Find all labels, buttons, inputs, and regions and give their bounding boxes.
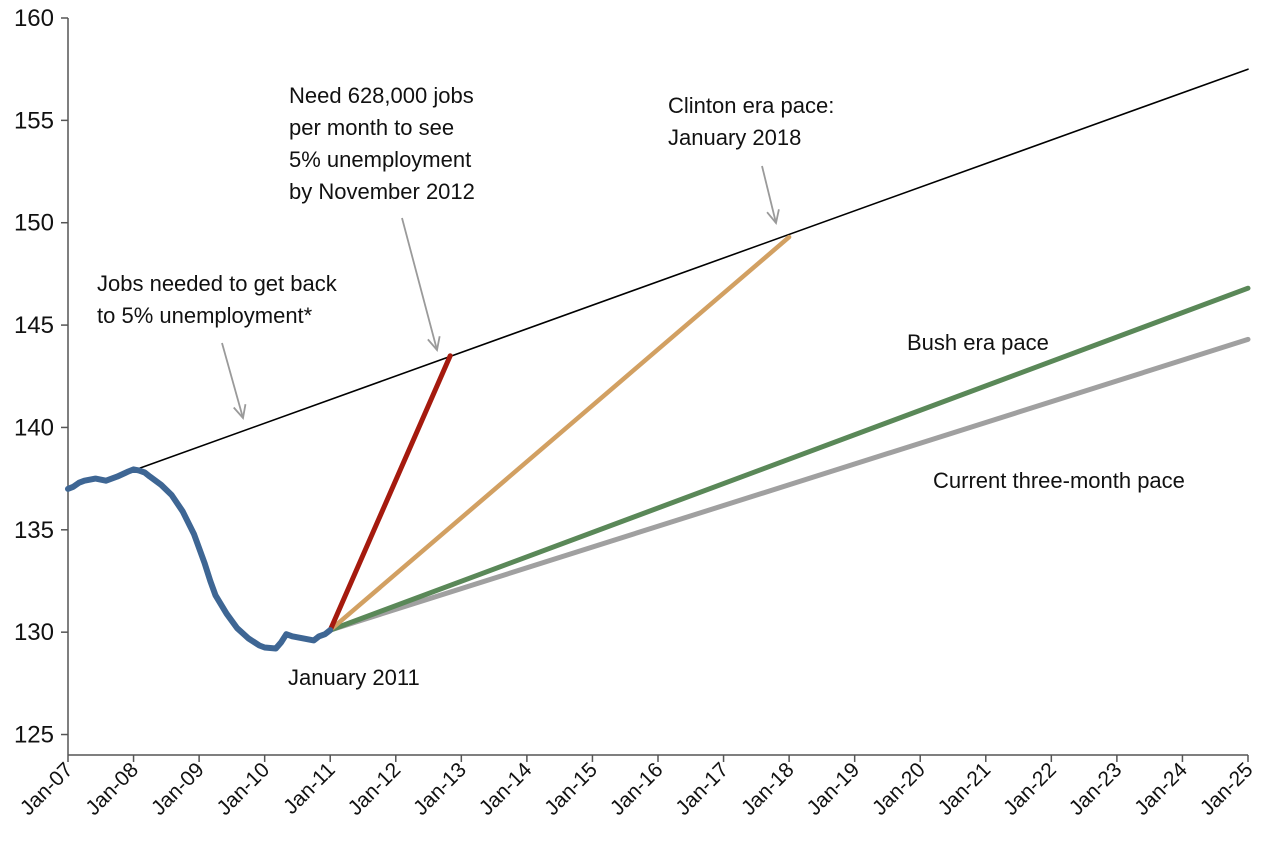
annotation-need-628k: per month to see bbox=[289, 115, 454, 140]
y-tick-label: 145 bbox=[14, 312, 54, 339]
y-tick-label: 135 bbox=[14, 517, 54, 544]
x-tick-label: Jan-22 bbox=[999, 758, 1061, 820]
series-three-month bbox=[327, 336, 1251, 633]
annotation-current-pace: Current three-month pace bbox=[933, 468, 1185, 493]
y-tick-label: 155 bbox=[14, 107, 54, 134]
x-tick-label: Jan-25 bbox=[1196, 758, 1258, 820]
clinton-pace-arrow-head bbox=[766, 209, 780, 226]
annotation-clinton-pace: Clinton era pace: bbox=[668, 93, 834, 118]
x-tick-label: Jan-17 bbox=[671, 758, 733, 820]
series-actual bbox=[65, 466, 334, 652]
x-tick-label: Jan-16 bbox=[606, 758, 668, 820]
y-tick-label: 125 bbox=[14, 722, 54, 749]
series-needed-628k bbox=[327, 353, 453, 633]
y-tick-label: 160 bbox=[14, 5, 54, 32]
annotation-clinton-pace: January 2018 bbox=[668, 125, 801, 150]
series-clinton bbox=[327, 234, 792, 633]
x-tick-label: Jan-23 bbox=[1065, 758, 1127, 820]
annotation-jobs-needed: Jobs needed to get back bbox=[97, 271, 338, 296]
annotation-need-628k: by November 2012 bbox=[289, 179, 475, 204]
series-bush bbox=[327, 285, 1251, 633]
x-tick-label: Jan-21 bbox=[934, 758, 996, 820]
x-tick-label: Jan-20 bbox=[868, 758, 930, 820]
annotation-need-628k: 5% unemployment bbox=[289, 147, 471, 172]
x-tick-label: Jan-08 bbox=[81, 758, 143, 820]
jobs-needed-arrow-head bbox=[233, 404, 247, 420]
y-tick-label: 150 bbox=[14, 210, 54, 237]
jobs-needed-arrow bbox=[221, 342, 244, 419]
annotation-need-628k: Need 628,000 jobs bbox=[289, 83, 474, 108]
annotation-bush-pace: Bush era pace bbox=[907, 330, 1049, 355]
x-tick-label: Jan-18 bbox=[737, 758, 799, 820]
y-axis-ticks: 125 130 135 140 145 150 155 160 bbox=[14, 5, 68, 749]
x-tick-label: Jan-15 bbox=[540, 758, 602, 820]
x-tick-label: Jan-24 bbox=[1130, 758, 1192, 820]
x-tick-label: Jan-19 bbox=[803, 758, 865, 820]
x-tick-label: Jan-09 bbox=[147, 758, 209, 820]
y-tick-label: 140 bbox=[14, 414, 54, 441]
series-lines bbox=[65, 68, 1251, 652]
x-tick-label: Jan-10 bbox=[213, 758, 275, 820]
x-tick-label: Jan-11 bbox=[279, 758, 340, 819]
x-tick-label: Jan-12 bbox=[344, 758, 406, 820]
need-628k-arrow-head bbox=[427, 336, 441, 353]
annotation-arrows bbox=[221, 165, 780, 420]
series-target bbox=[132, 68, 1249, 472]
axes bbox=[67, 18, 1248, 756]
x-axis-ticks: Jan-07 Jan-08 Jan-09 Jan-10 Jan-11 Jan-12 Jan-… bbox=[16, 755, 1258, 820]
x-tick-label: Jan-14 bbox=[475, 758, 537, 820]
clinton-pace-arrow bbox=[761, 165, 777, 224]
annotation-jobs-needed: to 5% unemployment* bbox=[97, 303, 313, 328]
need-628k-arrow bbox=[401, 217, 438, 351]
annotations: Jobs needed to get back to 5% unemploymen… bbox=[97, 83, 1185, 690]
y-tick-label: 130 bbox=[14, 619, 54, 646]
x-tick-label: Jan-07 bbox=[16, 758, 78, 820]
x-tick-label: Jan-13 bbox=[409, 758, 471, 820]
annotation-jan-2011: January 2011 bbox=[288, 665, 420, 690]
